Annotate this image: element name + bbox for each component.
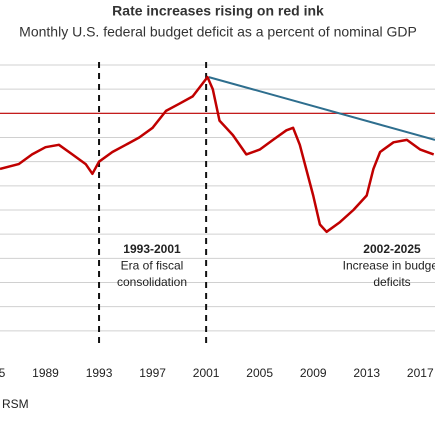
annotation: Era of fiscal bbox=[121, 259, 184, 273]
annotation: Increase in budget bbox=[343, 259, 435, 273]
x-tick-label: 1985 bbox=[0, 366, 6, 380]
x-tick-label: 1993 bbox=[86, 366, 113, 380]
trend-line bbox=[208, 76, 435, 141]
x-tick-label: 2017 bbox=[407, 366, 434, 380]
x-tick-label: 2009 bbox=[300, 366, 327, 380]
x-tick-label: 1997 bbox=[139, 366, 166, 380]
x-tick-label: 2005 bbox=[246, 366, 273, 380]
data-line bbox=[0, 75, 435, 234]
annotation: consolidation bbox=[117, 275, 187, 289]
chart-title: Rate increases rising on red ink bbox=[112, 3, 324, 19]
annotation: 2002-2025 bbox=[363, 242, 421, 256]
x-tick-label: 1989 bbox=[32, 366, 59, 380]
annotation: 1993-2001 bbox=[123, 242, 181, 256]
source: RSM bbox=[2, 397, 29, 411]
x-tick-label: 2013 bbox=[353, 366, 380, 380]
annotation: deficits bbox=[373, 275, 410, 289]
chart-subtitle: Monthly U.S. federal budget deficit as a… bbox=[19, 24, 417, 40]
x-tick-label: 2001 bbox=[193, 366, 220, 380]
